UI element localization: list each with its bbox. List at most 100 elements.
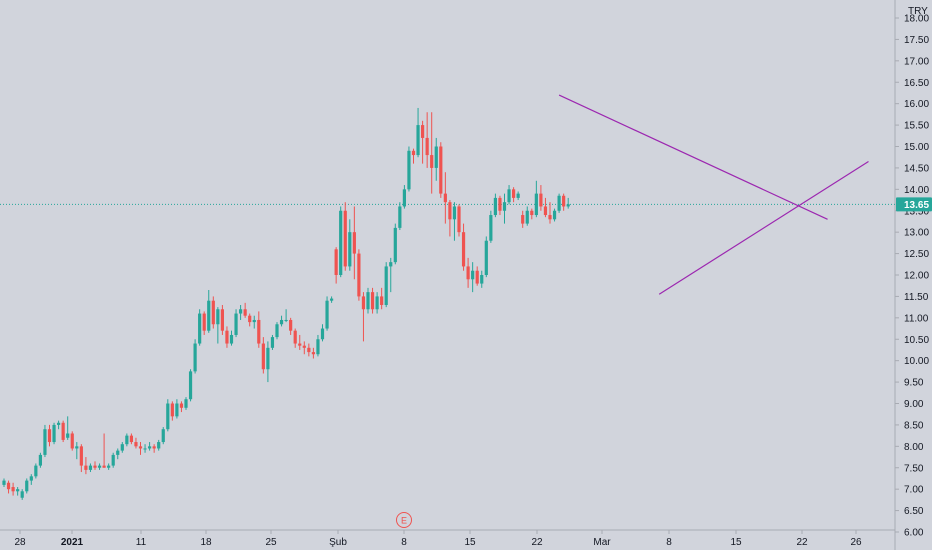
candle-body (16, 489, 20, 492)
candle (229, 330, 234, 346)
y-tick-label: 14.50 (904, 163, 929, 174)
candle-body (179, 403, 184, 408)
candle (402, 185, 406, 209)
candle (480, 270, 484, 288)
candle-body (461, 232, 466, 267)
candle-body (366, 292, 370, 310)
candle-body (452, 206, 457, 220)
candle-body (275, 324, 279, 338)
candle-body (489, 215, 493, 241)
candle-body (11, 487, 15, 492)
candle-body (307, 347, 311, 353)
candle-body (75, 446, 79, 449)
candle (471, 262, 475, 293)
candle-body (475, 270, 479, 284)
candle-body (457, 206, 461, 233)
candle-body (384, 266, 388, 305)
candle (434, 137, 438, 181)
y-tick-label: 7.00 (904, 485, 924, 496)
y-tick-label: 11.00 (904, 313, 929, 324)
candle (93, 461, 97, 470)
candle-body (47, 429, 52, 443)
candle (380, 287, 384, 310)
x-tick-label: 8 (401, 537, 407, 548)
candle (202, 311, 206, 335)
candle-body (402, 189, 406, 207)
candle-body (97, 465, 102, 468)
candle-body (148, 446, 152, 449)
candle-body (184, 399, 188, 408)
candle-body (175, 403, 179, 417)
trendline[interactable] (558, 94, 828, 220)
candle (489, 210, 493, 243)
candle-body (34, 465, 38, 477)
candle (252, 315, 256, 329)
candle-body (2, 480, 6, 485)
y-tick-label: 14.00 (904, 185, 929, 196)
candle-body (471, 270, 475, 280)
x-tick-label: Mar (593, 537, 611, 548)
current-price-marker: 13.65 (896, 197, 932, 212)
candle (352, 206, 356, 280)
y-tick-label: 8.50 (904, 420, 924, 431)
candle (498, 195, 502, 216)
candle-body (562, 195, 566, 207)
candle-body (434, 146, 438, 168)
candle (16, 487, 20, 496)
candle-body (84, 465, 88, 470)
candle-body (116, 450, 120, 455)
candle (257, 311, 261, 348)
candle-body (480, 275, 484, 284)
candle (97, 463, 102, 470)
candle (475, 266, 479, 286)
y-tick-label: 8.00 (904, 442, 924, 453)
y-tick-label: 16.00 (904, 99, 929, 110)
candle-body (421, 125, 425, 138)
candle-body (389, 262, 393, 267)
candle (339, 206, 343, 278)
candle-body (425, 137, 429, 156)
trendline[interactable] (658, 160, 869, 295)
x-tick-label: 25 (265, 537, 277, 548)
candle-body (125, 435, 129, 445)
candle-body (357, 253, 361, 297)
triangle-trendlines[interactable] (558, 94, 869, 295)
candle-body (6, 482, 11, 490)
y-tick-label: 7.50 (904, 463, 924, 474)
candle (43, 424, 47, 458)
candle (61, 420, 65, 443)
candle (307, 343, 311, 357)
earnings-event-marker[interactable]: E (396, 512, 412, 528)
candle (134, 437, 138, 449)
candle-body (512, 189, 516, 198)
candle-body (439, 146, 443, 194)
candle (384, 262, 388, 308)
candle (562, 193, 566, 211)
candle (416, 107, 420, 158)
candle-body (348, 232, 352, 267)
candle (502, 193, 507, 224)
y-tick-label: 10.00 (904, 356, 929, 367)
candle-body (25, 480, 29, 492)
earnings-event-circle[interactable] (396, 512, 412, 528)
candle (557, 193, 561, 213)
candle (216, 307, 220, 344)
candle-body (207, 300, 211, 331)
candle (47, 424, 52, 447)
candle-body (484, 240, 488, 275)
y-tick-label: 6.50 (904, 506, 924, 517)
candle (66, 416, 70, 440)
candle-body (266, 347, 270, 370)
candle (188, 369, 193, 402)
candle (239, 304, 243, 320)
candle-body (507, 189, 511, 203)
candle (152, 444, 156, 453)
candle (398, 202, 402, 231)
candle-body (43, 429, 47, 455)
candles (2, 107, 570, 500)
candle-body (198, 313, 202, 344)
current-price-label: 13.65 (904, 200, 929, 211)
candle-body (202, 313, 206, 331)
candle-body (93, 465, 97, 468)
